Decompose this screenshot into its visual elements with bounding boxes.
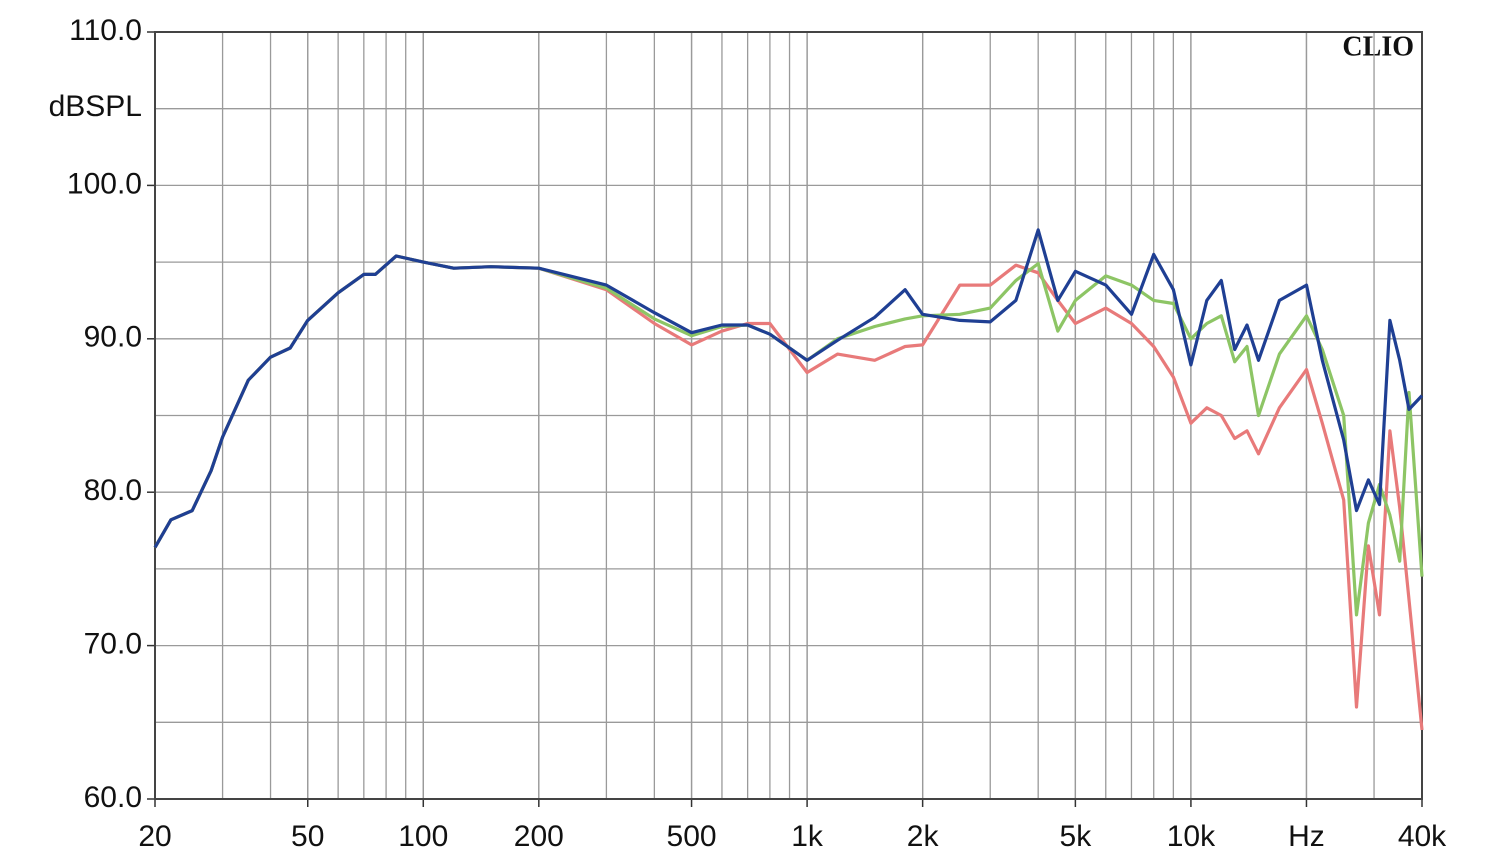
- series-line: [153, 228, 1424, 549]
- x-tick-label: 50: [291, 820, 324, 853]
- x-tick-label: 5k: [1060, 820, 1093, 853]
- x-tick-label: 200: [514, 820, 564, 853]
- annotation: CLIO: [1342, 31, 1414, 62]
- y-tick-label: 80.0: [84, 474, 142, 507]
- y-axis-label: dBSPL: [49, 90, 142, 123]
- y-tick-label: 90.0: [84, 321, 142, 354]
- x-tick-label: 100: [398, 820, 448, 853]
- y-tick-label: 60.0: [84, 781, 142, 814]
- x-tick-label: 10k: [1167, 820, 1216, 853]
- x-tick-label: 2k: [907, 820, 940, 853]
- x-tick-label: 500: [667, 820, 717, 853]
- x-tick-label: 40k: [1398, 820, 1447, 853]
- x-tick-label: 1k: [791, 820, 824, 853]
- y-tick-label: 110.0: [69, 14, 142, 47]
- x-tick-label: 20: [138, 820, 171, 853]
- x-tick-label: Hz: [1288, 820, 1325, 853]
- y-tick-label: 100.0: [67, 167, 142, 200]
- y-tick-label: 70.0: [84, 628, 142, 661]
- plot-frame: [154, 31, 1423, 800]
